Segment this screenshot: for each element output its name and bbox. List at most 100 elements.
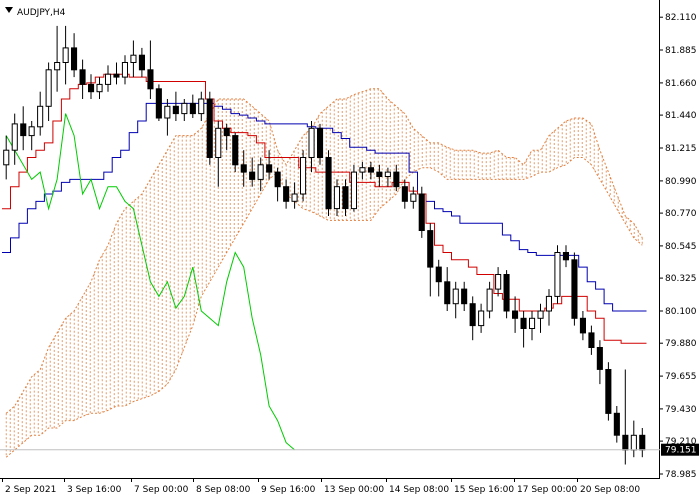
- candle-body-up: [537, 310, 544, 319]
- price-tick-label: 79.210: [665, 437, 697, 447]
- candle-body-down: [113, 73, 120, 78]
- candle-body-down: [622, 434, 629, 451]
- price-tick-label: 81.885: [665, 46, 697, 56]
- candle: [113, 62, 120, 85]
- candle-body-down: [232, 135, 239, 166]
- candle: [367, 161, 374, 180]
- tenkan-line: [2, 73, 647, 344]
- candle: [181, 99, 188, 121]
- candle: [503, 270, 510, 319]
- price-axis-labels: 82.110 81.885 81.660 81.440 81.215 80.990 80.7…: [659, 13, 697, 480]
- candle-body-down: [588, 332, 595, 348]
- candle: [11, 113, 18, 165]
- candle-body-down: [376, 171, 383, 178]
- candle: [20, 106, 27, 151]
- candle-body-up: [359, 167, 366, 173]
- candle-body-up: [529, 317, 536, 329]
- price-tick-label: 80.100: [665, 307, 697, 317]
- ichimoku-cloud: [5, 88, 643, 458]
- candle-body-down: [189, 102, 196, 115]
- candle-body-up: [291, 193, 298, 202]
- price-tick-label: 80.325: [665, 274, 697, 284]
- candle-body-down: [240, 164, 247, 173]
- price-tick-label: 80.545: [665, 242, 697, 252]
- candle: [96, 77, 103, 99]
- candle: [495, 267, 502, 297]
- candle-body-down: [393, 171, 400, 188]
- candle-body-down: [503, 274, 510, 312]
- time-tick-label: 3 Sep 16:00: [67, 485, 122, 495]
- candle-body-up: [384, 171, 391, 178]
- candle-body-up: [130, 54, 137, 64]
- candle-body-down: [283, 186, 290, 202]
- candle-body-down: [562, 252, 570, 261]
- candle: [401, 179, 408, 209]
- candle: [444, 267, 451, 311]
- candle: [562, 245, 570, 268]
- price-tick-label: 79.880: [665, 339, 697, 349]
- candle: [418, 186, 425, 238]
- candle-body-down: [367, 167, 374, 173]
- candle: [266, 150, 273, 180]
- candle: [189, 94, 196, 118]
- chart-symbol-title: AUDJPY,H4: [17, 8, 66, 18]
- candle: [232, 132, 239, 173]
- candle-body-up: [105, 73, 112, 85]
- candle-body-down: [571, 259, 578, 319]
- candle-body-down: [249, 171, 256, 180]
- current-price-box: [661, 443, 699, 456]
- candle-body-up: [486, 288, 493, 312]
- candle-body-down: [317, 127, 324, 159]
- time-tick-label: 20 Sep 08:00: [580, 485, 640, 495]
- candle: [164, 99, 171, 136]
- candle: [283, 179, 290, 209]
- candle: [588, 325, 595, 355]
- candle-body-up: [54, 62, 61, 71]
- chart-title: AUDJPY,H4: [5, 7, 66, 18]
- candle-body-up: [3, 149, 10, 166]
- candle: [240, 150, 247, 187]
- cloud-upper-line: [5, 88, 643, 414]
- current-price-label: 79.151: [665, 446, 697, 456]
- axes: [0, 0, 660, 479]
- candle: [537, 303, 544, 333]
- candle-body-down: [138, 54, 145, 71]
- candle: [461, 281, 468, 311]
- candle-body-up: [410, 193, 417, 202]
- candle-body-up: [37, 105, 44, 128]
- candle-body-up: [308, 127, 315, 159]
- candle-body-down: [274, 171, 281, 188]
- candle: [138, 47, 145, 78]
- candle-body-down: [342, 186, 349, 210]
- candle-body-up: [554, 252, 561, 297]
- candle: [88, 74, 95, 99]
- candle-body-up: [62, 47, 69, 64]
- candle: [512, 296, 519, 333]
- price-tick-label: 80.990: [665, 177, 697, 187]
- candle: [79, 59, 86, 99]
- triangle-down-icon[interactable]: [5, 7, 13, 13]
- candle-body-down: [435, 266, 442, 283]
- price-tick-label: 79.655: [665, 372, 697, 382]
- candle: [520, 311, 527, 348]
- candle-body-up: [452, 288, 459, 305]
- candle: [308, 121, 315, 173]
- candle: [257, 157, 264, 192]
- candle: [435, 259, 442, 297]
- candle-body-up: [11, 123, 18, 151]
- candle-body-down: [155, 88, 162, 119]
- candle-body-up: [164, 105, 171, 119]
- candle-body-up: [181, 102, 188, 115]
- cloud-lower-line: [5, 157, 643, 458]
- candle-body-up: [121, 62, 129, 78]
- candle-body-up: [350, 171, 357, 210]
- candle-body-up: [257, 164, 264, 180]
- candle: [376, 164, 383, 187]
- candle: [410, 186, 417, 209]
- candle-body-up: [545, 295, 553, 312]
- price-tick-label: 78.985: [665, 470, 697, 480]
- candle-body-down: [596, 347, 603, 370]
- time-tick-label: 15 Sep 16:00: [454, 485, 514, 495]
- candle: [155, 84, 162, 121]
